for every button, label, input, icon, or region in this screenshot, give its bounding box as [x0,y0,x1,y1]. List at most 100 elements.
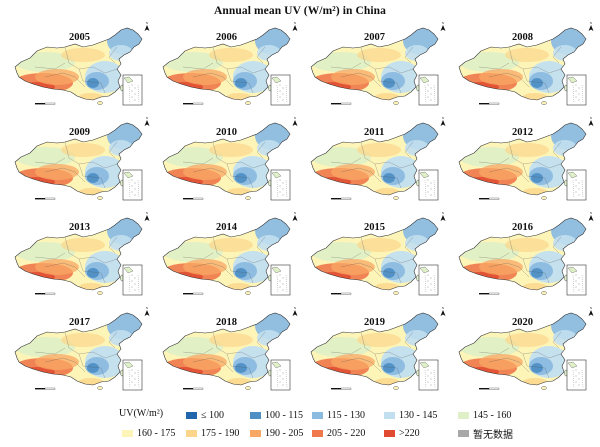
legend-item: 100 - 115 [250,409,303,421]
legend-label: 暂无数据 [473,429,513,441]
scale-bar [35,292,56,295]
svg-text:N: N [590,306,593,310]
year-label: 2018 [216,317,237,328]
year-label: 2020 [512,317,533,328]
figure-title: Annual mean UV (W/m²) in China [213,5,387,17]
svg-text:N: N [442,21,445,25]
china-uv-map: N [162,21,298,106]
year-label: 2016 [512,222,533,233]
north-arrow-icon: N [440,306,446,316]
legend-label: 145 - 160 [473,409,512,421]
legend-swatch [458,411,469,419]
legend-swatch [250,411,261,419]
map-panel-2016: N 2016 [449,207,599,302]
svg-text:N: N [442,116,445,120]
scale-bar [35,387,56,390]
map-panel-2007: N 2007 [301,17,451,112]
legend-item: 130 - 145 [384,409,437,421]
legend-label: 100 - 115 [265,409,303,421]
scale-bar [331,197,352,200]
map-panel-2017: N 2017 [5,302,155,397]
legend-item: 115 - 130 [312,409,365,421]
svg-text:N: N [146,306,149,310]
year-label: 2014 [216,222,237,233]
legend-item: 205 - 220 [312,427,365,439]
south-china-sea-inset [418,74,439,106]
year-label: 2015 [364,222,385,233]
svg-text:N: N [294,306,297,310]
legend-title: UV(W/m²) [119,408,164,419]
legend-swatch [384,429,395,437]
north-arrow-icon: N [588,21,594,31]
legend-label: 115 - 130 [327,409,365,421]
scale-bar [183,102,204,105]
china-uv-map: N [14,21,150,106]
map-panel-2011: N 2011 [301,112,451,207]
south-china-sea-inset [566,359,587,391]
north-arrow-icon: N [440,211,446,221]
svg-text:N: N [590,21,593,25]
map-panel-2018: N 2018 [153,302,303,397]
north-arrow-icon: N [440,116,446,126]
scale-bar [183,292,204,295]
legend-swatch [250,429,261,437]
china-uv-map: N [310,306,446,391]
china-uv-map: N [14,211,150,296]
north-arrow-icon: N [144,306,150,316]
china-uv-map: N [310,211,446,296]
south-china-sea-inset [122,359,143,391]
north-arrow-icon: N [588,116,594,126]
svg-text:N: N [442,306,445,310]
legend-item: 160 - 175 [122,427,175,439]
svg-text:N: N [146,21,149,25]
year-label: 2013 [69,222,90,233]
legend-label: 205 - 220 [327,427,366,439]
china-uv-map: N [458,116,594,201]
scale-bar [183,197,204,200]
map-panel-2012: N 2012 [449,112,599,207]
china-uv-map: N [162,116,298,201]
legend-swatch [312,411,323,419]
south-china-sea-inset [122,169,143,201]
south-china-sea-inset [418,264,439,296]
map-panel-2015: N 2015 [301,207,451,302]
legend-swatch [458,429,469,437]
south-china-sea-inset [122,264,143,296]
legend-item: 暂无数据 [458,427,513,441]
north-arrow-icon: N [144,211,150,221]
legend-label: >220 [399,427,420,439]
legend-label: 130 - 145 [399,409,438,421]
legend-item: >220 [384,427,420,439]
china-uv-map: N [458,306,594,391]
scale-bar [479,292,500,295]
north-arrow-icon: N [292,211,298,221]
china-uv-map: N [14,116,150,201]
svg-text:N: N [294,211,297,215]
north-arrow-icon: N [144,116,150,126]
legend-swatch [384,411,395,419]
year-label: 2017 [69,317,90,328]
scale-bar [331,387,352,390]
map-panel-2005: N 2005 [5,17,155,112]
china-uv-map: N [14,306,150,391]
year-label: 2010 [216,127,237,138]
south-china-sea-inset [418,359,439,391]
legend: UV(W/m²) ≤ 100 100 - 115 115 - 130 130 - 14… [0,403,600,447]
map-panel-2013: N 2013 [5,207,155,302]
map-panel-2006: N 2006 [153,17,303,112]
year-label: 2007 [364,32,385,43]
scale-bar [479,102,500,105]
map-panel-2020: N 2020 [449,302,599,397]
north-arrow-icon: N [144,21,150,31]
south-china-sea-inset [122,74,143,106]
south-china-sea-inset [270,74,291,106]
scale-bar [479,197,500,200]
north-arrow-icon: N [292,116,298,126]
year-label: 2011 [364,127,385,138]
china-uv-map: N [162,211,298,296]
china-uv-map: N [162,306,298,391]
legend-label: 175 - 190 [201,427,240,439]
map-panel-2008: N 2008 [449,17,599,112]
map-panel-2019: N 2019 [301,302,451,397]
north-arrow-icon: N [292,21,298,31]
